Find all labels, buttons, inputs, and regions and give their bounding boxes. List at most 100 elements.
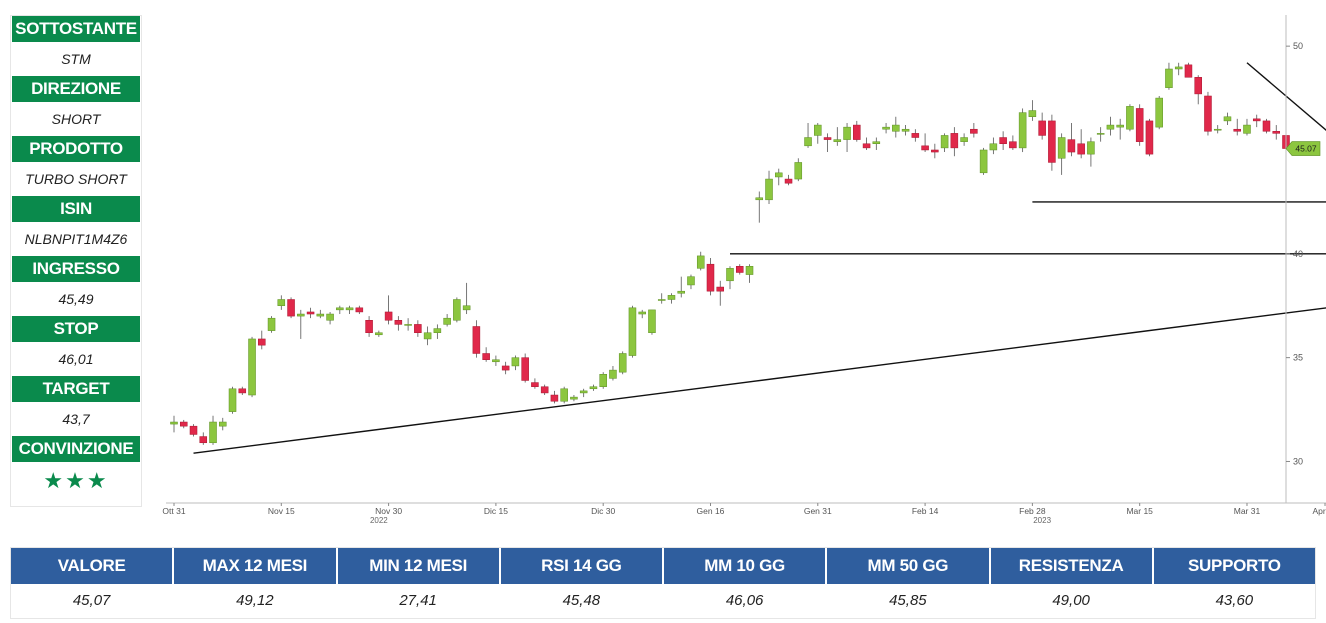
candle (531, 378, 539, 389)
candle (609, 365, 617, 381)
candle (589, 384, 598, 391)
candle-body (540, 386, 549, 394)
candle-body (638, 311, 646, 315)
candle-body (862, 143, 871, 149)
stat-value: 45,07 (72, 592, 111, 609)
y-tick-label: 50 (1293, 41, 1303, 51)
candle (277, 295, 286, 310)
candle-body (618, 353, 627, 373)
candle-body (794, 162, 803, 180)
candle-body (745, 266, 754, 275)
candle (404, 318, 412, 331)
candle-body (999, 137, 1007, 144)
info-label-direzione: DIREZIONE (12, 76, 140, 102)
candle (287, 297, 295, 319)
candle (1096, 127, 1105, 142)
stat-valore: VALORE 45,07 (11, 548, 173, 618)
candle (297, 309, 305, 339)
candle (716, 280, 725, 306)
candle (843, 122, 851, 153)
candle (775, 168, 783, 186)
candle (540, 384, 549, 396)
candle-body (326, 313, 334, 321)
candle-body (179, 421, 188, 427)
candle (931, 143, 939, 159)
candle (833, 127, 842, 146)
candle (179, 419, 188, 429)
last-price-badge-shape (1285, 141, 1321, 156)
candle (823, 133, 832, 153)
candle-body (1174, 66, 1183, 70)
candle-body (784, 178, 793, 184)
candle-body (1155, 97, 1163, 128)
candle-body (1252, 118, 1261, 122)
candle-body (687, 276, 695, 286)
candle (804, 122, 812, 148)
stat-value: 49,12 (236, 592, 274, 609)
candle-body (472, 326, 481, 354)
candle (1155, 95, 1163, 130)
candle (784, 174, 793, 186)
stat-label: VALORE (11, 548, 173, 584)
candle-body (901, 128, 910, 132)
candle (687, 274, 695, 290)
stat-value: 49,00 (1052, 592, 1090, 609)
info-panel: SOTTOSTANTE STM DIREZIONE SHORT PRODOTTO… (10, 15, 142, 507)
candle-body (775, 172, 783, 178)
candle-body (755, 197, 764, 201)
candle (189, 424, 198, 437)
candle-body (765, 178, 773, 201)
candle (453, 297, 461, 323)
candle (638, 309, 646, 319)
candle-body (355, 307, 364, 313)
candle (1067, 122, 1076, 157)
candle-body (521, 357, 529, 381)
candle (1204, 91, 1212, 136)
candle (1028, 100, 1037, 121)
stat-label: SUPPORTO (1153, 548, 1315, 584)
candle-body (433, 328, 442, 333)
candle (579, 388, 588, 398)
candle-body (657, 299, 666, 301)
stat-rsi-14-gg: RSI 14 GG 45,48 (500, 548, 662, 618)
candle (238, 386, 247, 396)
info-value-sottostante: STM (61, 51, 91, 67)
candle-body (306, 311, 315, 315)
candle-body (1087, 141, 1095, 155)
candlestick-chart-svg: 50 40 35 30 Ott 31 Nov 15 Nov 30 Dic 15 Dic 30 Ge… (162, 15, 1326, 523)
candle (901, 125, 910, 136)
x-tick-label: Mar 15 (1126, 506, 1153, 516)
x-tick-label: Mar 31 (1234, 506, 1261, 516)
candle-body (170, 421, 178, 425)
candle (1116, 118, 1124, 140)
candle (228, 386, 237, 414)
candle-body (726, 268, 734, 282)
candle (950, 127, 959, 157)
candle-body (960, 137, 968, 142)
candle (219, 417, 227, 431)
stat-min-12-mesi: MIN 12 MESI 27,41 (337, 548, 499, 618)
candle (979, 147, 988, 175)
candle (696, 251, 705, 271)
candle-body (696, 255, 705, 269)
candle-body (560, 388, 568, 402)
candle-body (462, 305, 471, 311)
candle (706, 257, 715, 296)
candle-body (950, 133, 959, 149)
downtrend-line (1246, 62, 1326, 131)
candle (970, 122, 978, 138)
candle-body (375, 332, 383, 336)
candle-body (921, 145, 929, 151)
candle-body (1184, 64, 1193, 78)
x-tick-label: Nov 30 (375, 506, 402, 516)
candle (618, 351, 627, 375)
stat-resistenza: RESISTENZA 49,00 (990, 548, 1152, 618)
candle-body (1116, 124, 1124, 128)
candle (1272, 125, 1281, 140)
candle-body (258, 338, 266, 346)
candle (521, 353, 529, 383)
stat-label: RSI 14 GG (500, 548, 662, 584)
candle (599, 372, 607, 389)
candle (267, 316, 276, 333)
candle-body (1272, 131, 1281, 134)
